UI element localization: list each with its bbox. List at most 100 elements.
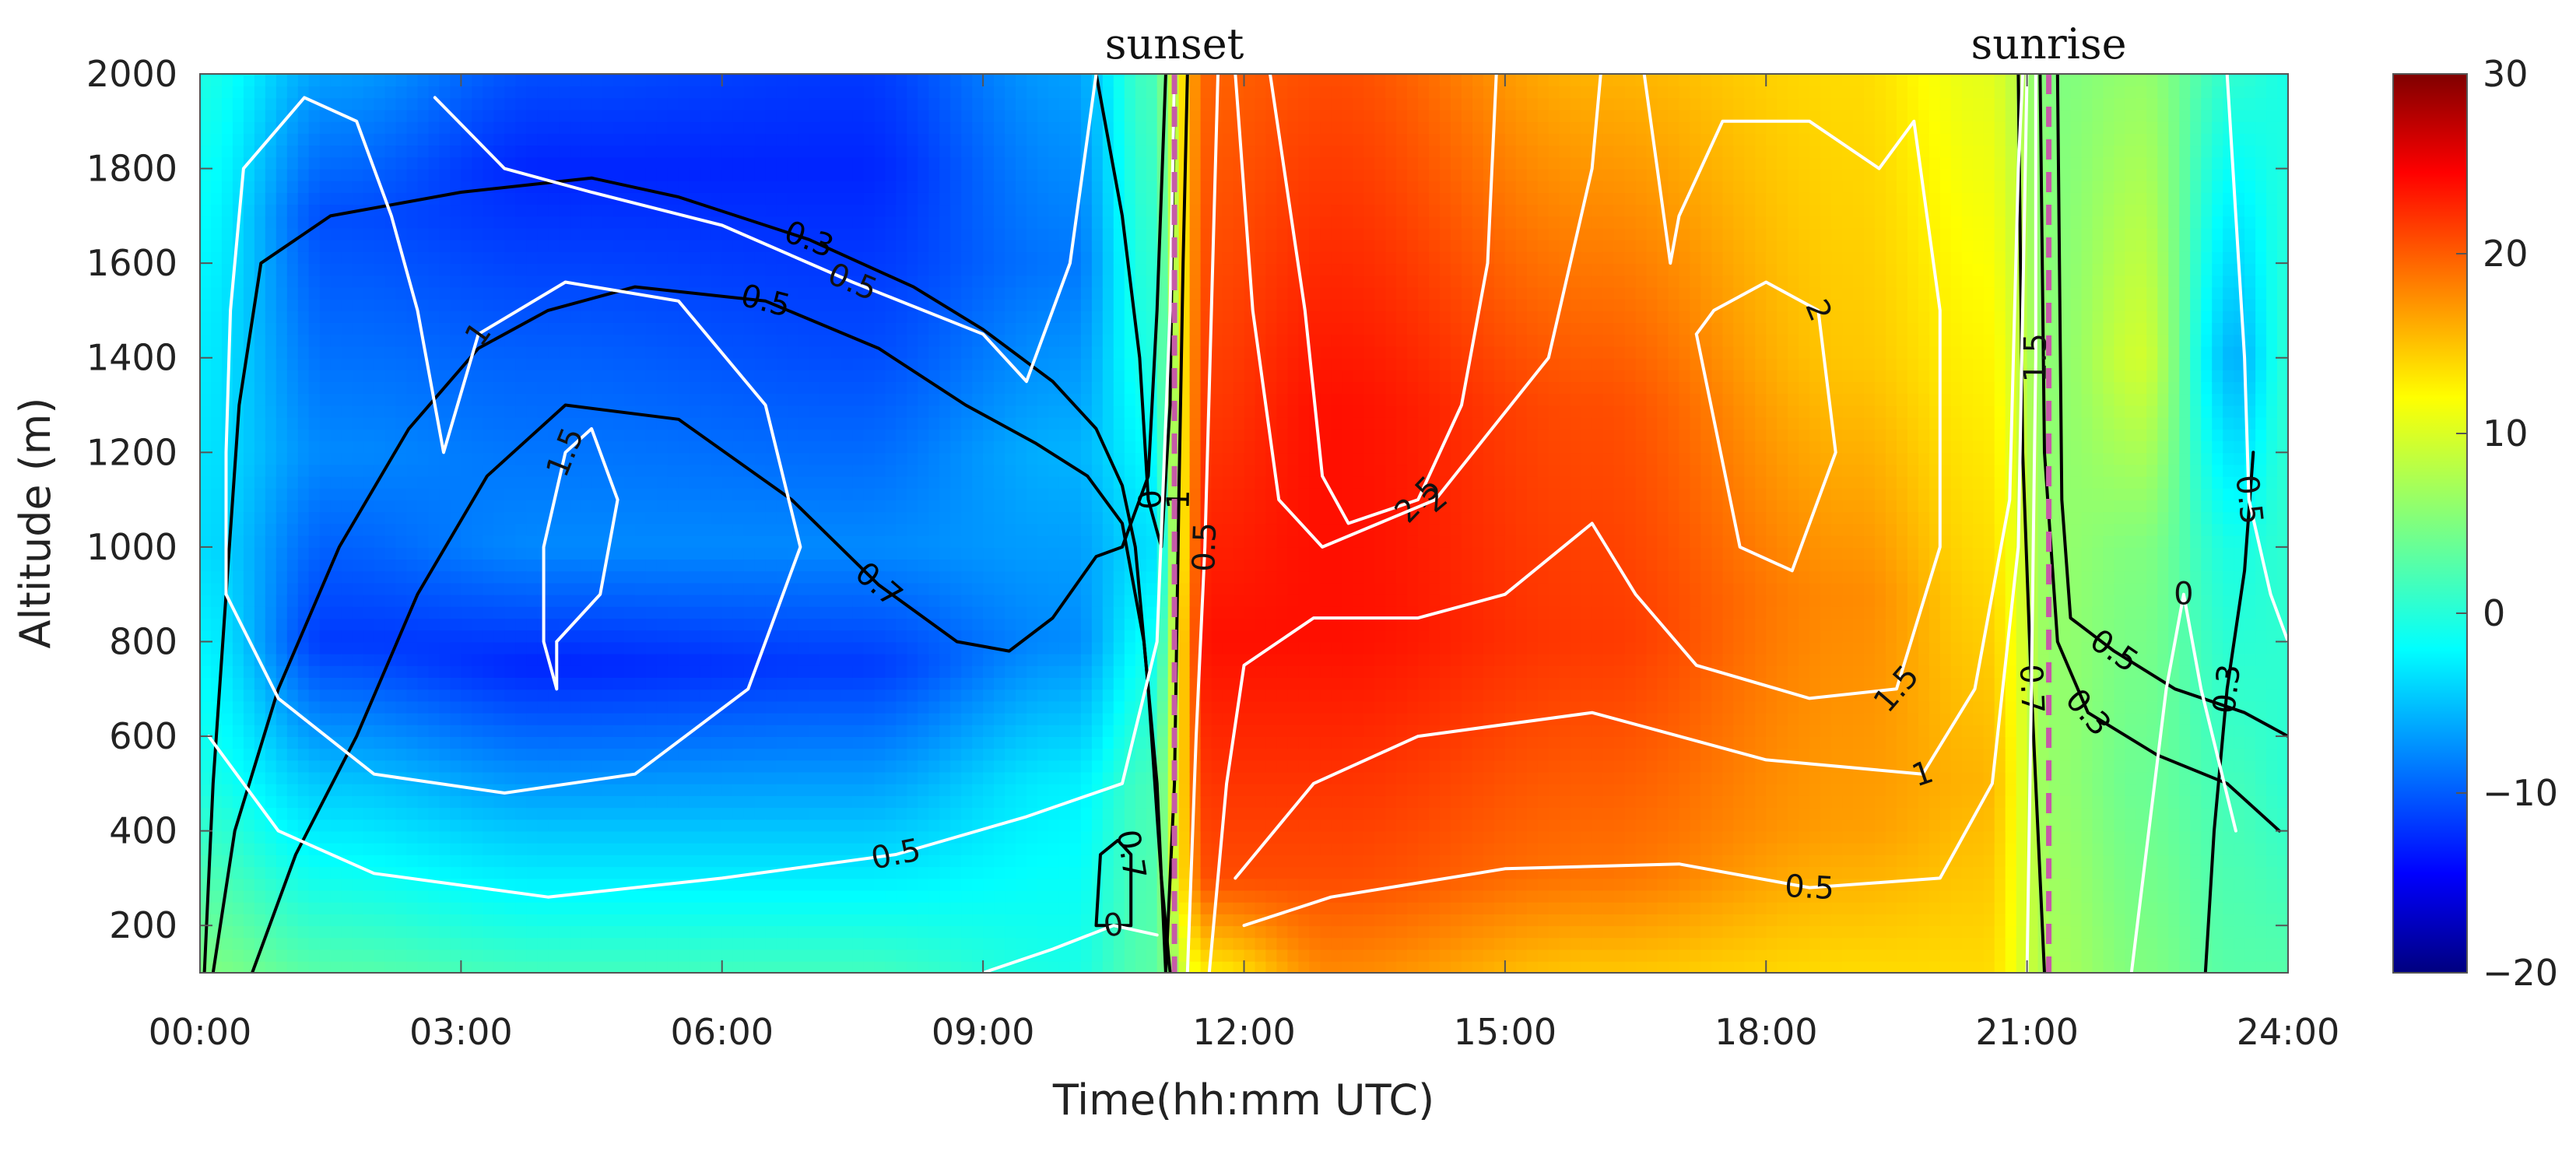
- heatmap-cell: [613, 322, 625, 335]
- heatmap-cell: [429, 748, 440, 760]
- heatmap-cell: [788, 595, 799, 607]
- heatmap-cell: [211, 169, 223, 181]
- heatmap-cell: [493, 97, 505, 110]
- heatmap-cell: [385, 559, 397, 571]
- heatmap-cell: [613, 429, 625, 441]
- heatmap-cell: [287, 583, 299, 595]
- heatmap-cell: [396, 843, 408, 855]
- heatmap-cell: [200, 583, 212, 595]
- heatmap-cell: [320, 949, 332, 962]
- heatmap-cell: [200, 452, 212, 465]
- heatmap-cell: [842, 169, 854, 181]
- heatmap-cell: [591, 110, 603, 122]
- heatmap-cell: [602, 961, 614, 974]
- heatmap-cell: [570, 417, 581, 430]
- heatmap-cell: [385, 843, 397, 855]
- heatmap-cell: [472, 760, 483, 772]
- heatmap-cell: [504, 642, 516, 654]
- heatmap-cell: [657, 275, 669, 287]
- heatmap-cell: [461, 854, 472, 867]
- heatmap-cell: [537, 251, 549, 264]
- heatmap-cell: [429, 866, 440, 879]
- heatmap-cell: [331, 322, 342, 335]
- heatmap-cell: [885, 97, 897, 110]
- heatmap-cell: [722, 251, 734, 264]
- heatmap-cell: [646, 890, 658, 903]
- heatmap-cell: [711, 192, 723, 205]
- heatmap-cell: [472, 251, 483, 264]
- heatmap-cell: [211, 381, 223, 394]
- heatmap-cell: [624, 121, 636, 134]
- heatmap-cell: [798, 156, 810, 169]
- heatmap-cell: [700, 240, 712, 252]
- heatmap-cell: [429, 843, 440, 855]
- heatmap-cell: [439, 86, 451, 98]
- heatmap-cell: [407, 925, 419, 938]
- heatmap-cell: [418, 465, 430, 477]
- heatmap-cell: [842, 795, 854, 808]
- heatmap-cell: [896, 181, 907, 193]
- heatmap-cell: [320, 748, 332, 760]
- heatmap-cell: [657, 665, 669, 678]
- heatmap-cell: [646, 902, 658, 914]
- heatmap-cell: [504, 275, 516, 287]
- heatmap-cell: [700, 476, 712, 489]
- heatmap-cell: [646, 311, 658, 323]
- heatmap-cell: [472, 772, 483, 784]
- heatmap-cell: [407, 559, 419, 571]
- heatmap-cell: [548, 854, 560, 867]
- heatmap-cell: [570, 121, 581, 134]
- heatmap-cell: [559, 204, 570, 216]
- heatmap-cell: [450, 570, 462, 583]
- heatmap-cell: [711, 736, 723, 749]
- heatmap-cell: [722, 772, 734, 784]
- heatmap-cell: [493, 925, 505, 938]
- heatmap-cell: [320, 819, 332, 831]
- heatmap-cell: [493, 937, 505, 949]
- heatmap-cell: [537, 949, 549, 962]
- heatmap-cell: [744, 417, 756, 430]
- heatmap-cell: [646, 677, 658, 690]
- heatmap-cell: [570, 524, 581, 536]
- heatmap-cell: [515, 630, 527, 642]
- heatmap-cell: [407, 736, 419, 749]
- heatmap-cell: [483, 583, 494, 595]
- heatmap-cell: [374, 500, 386, 512]
- heatmap-cell: [265, 169, 277, 181]
- heatmap-cell: [831, 925, 843, 938]
- heatmap-cell: [548, 192, 560, 205]
- heatmap-cell: [788, 831, 799, 844]
- heatmap-cell: [668, 488, 679, 500]
- heatmap-cell: [896, 949, 907, 962]
- heatmap-cell: [668, 819, 679, 831]
- heatmap-cell: [200, 748, 212, 760]
- heatmap-cell: [646, 689, 658, 701]
- heatmap-cell: [439, 488, 451, 500]
- heatmap-cell: [298, 642, 310, 654]
- heatmap-cell: [396, 511, 408, 524]
- heatmap-cell: [559, 606, 570, 619]
- heatmap-cell: [755, 169, 767, 181]
- heatmap-cell: [265, 97, 277, 110]
- heatmap-cell: [265, 736, 277, 749]
- heatmap-cell: [722, 500, 734, 512]
- heatmap-cell: [624, 97, 636, 110]
- heatmap-cell: [429, 156, 440, 169]
- heatmap-cell: [820, 370, 832, 382]
- heatmap-cell: [265, 784, 277, 796]
- heatmap-cell: [863, 535, 875, 548]
- heatmap-cell: [874, 192, 886, 205]
- heatmap-cell: [374, 570, 386, 583]
- heatmap-cell: [342, 606, 353, 619]
- heatmap-cell: [624, 240, 636, 252]
- heatmap-cell: [439, 334, 451, 346]
- heatmap-cell: [548, 961, 560, 974]
- heatmap-cell: [363, 677, 375, 690]
- heatmap-cell: [711, 405, 723, 418]
- heatmap-cell: [483, 299, 494, 311]
- heatmap-cell: [548, 228, 560, 240]
- heatmap-cell: [418, 535, 430, 548]
- heatmap-cell: [233, 299, 244, 311]
- heatmap-cell: [679, 97, 690, 110]
- heatmap-cell: [570, 866, 581, 879]
